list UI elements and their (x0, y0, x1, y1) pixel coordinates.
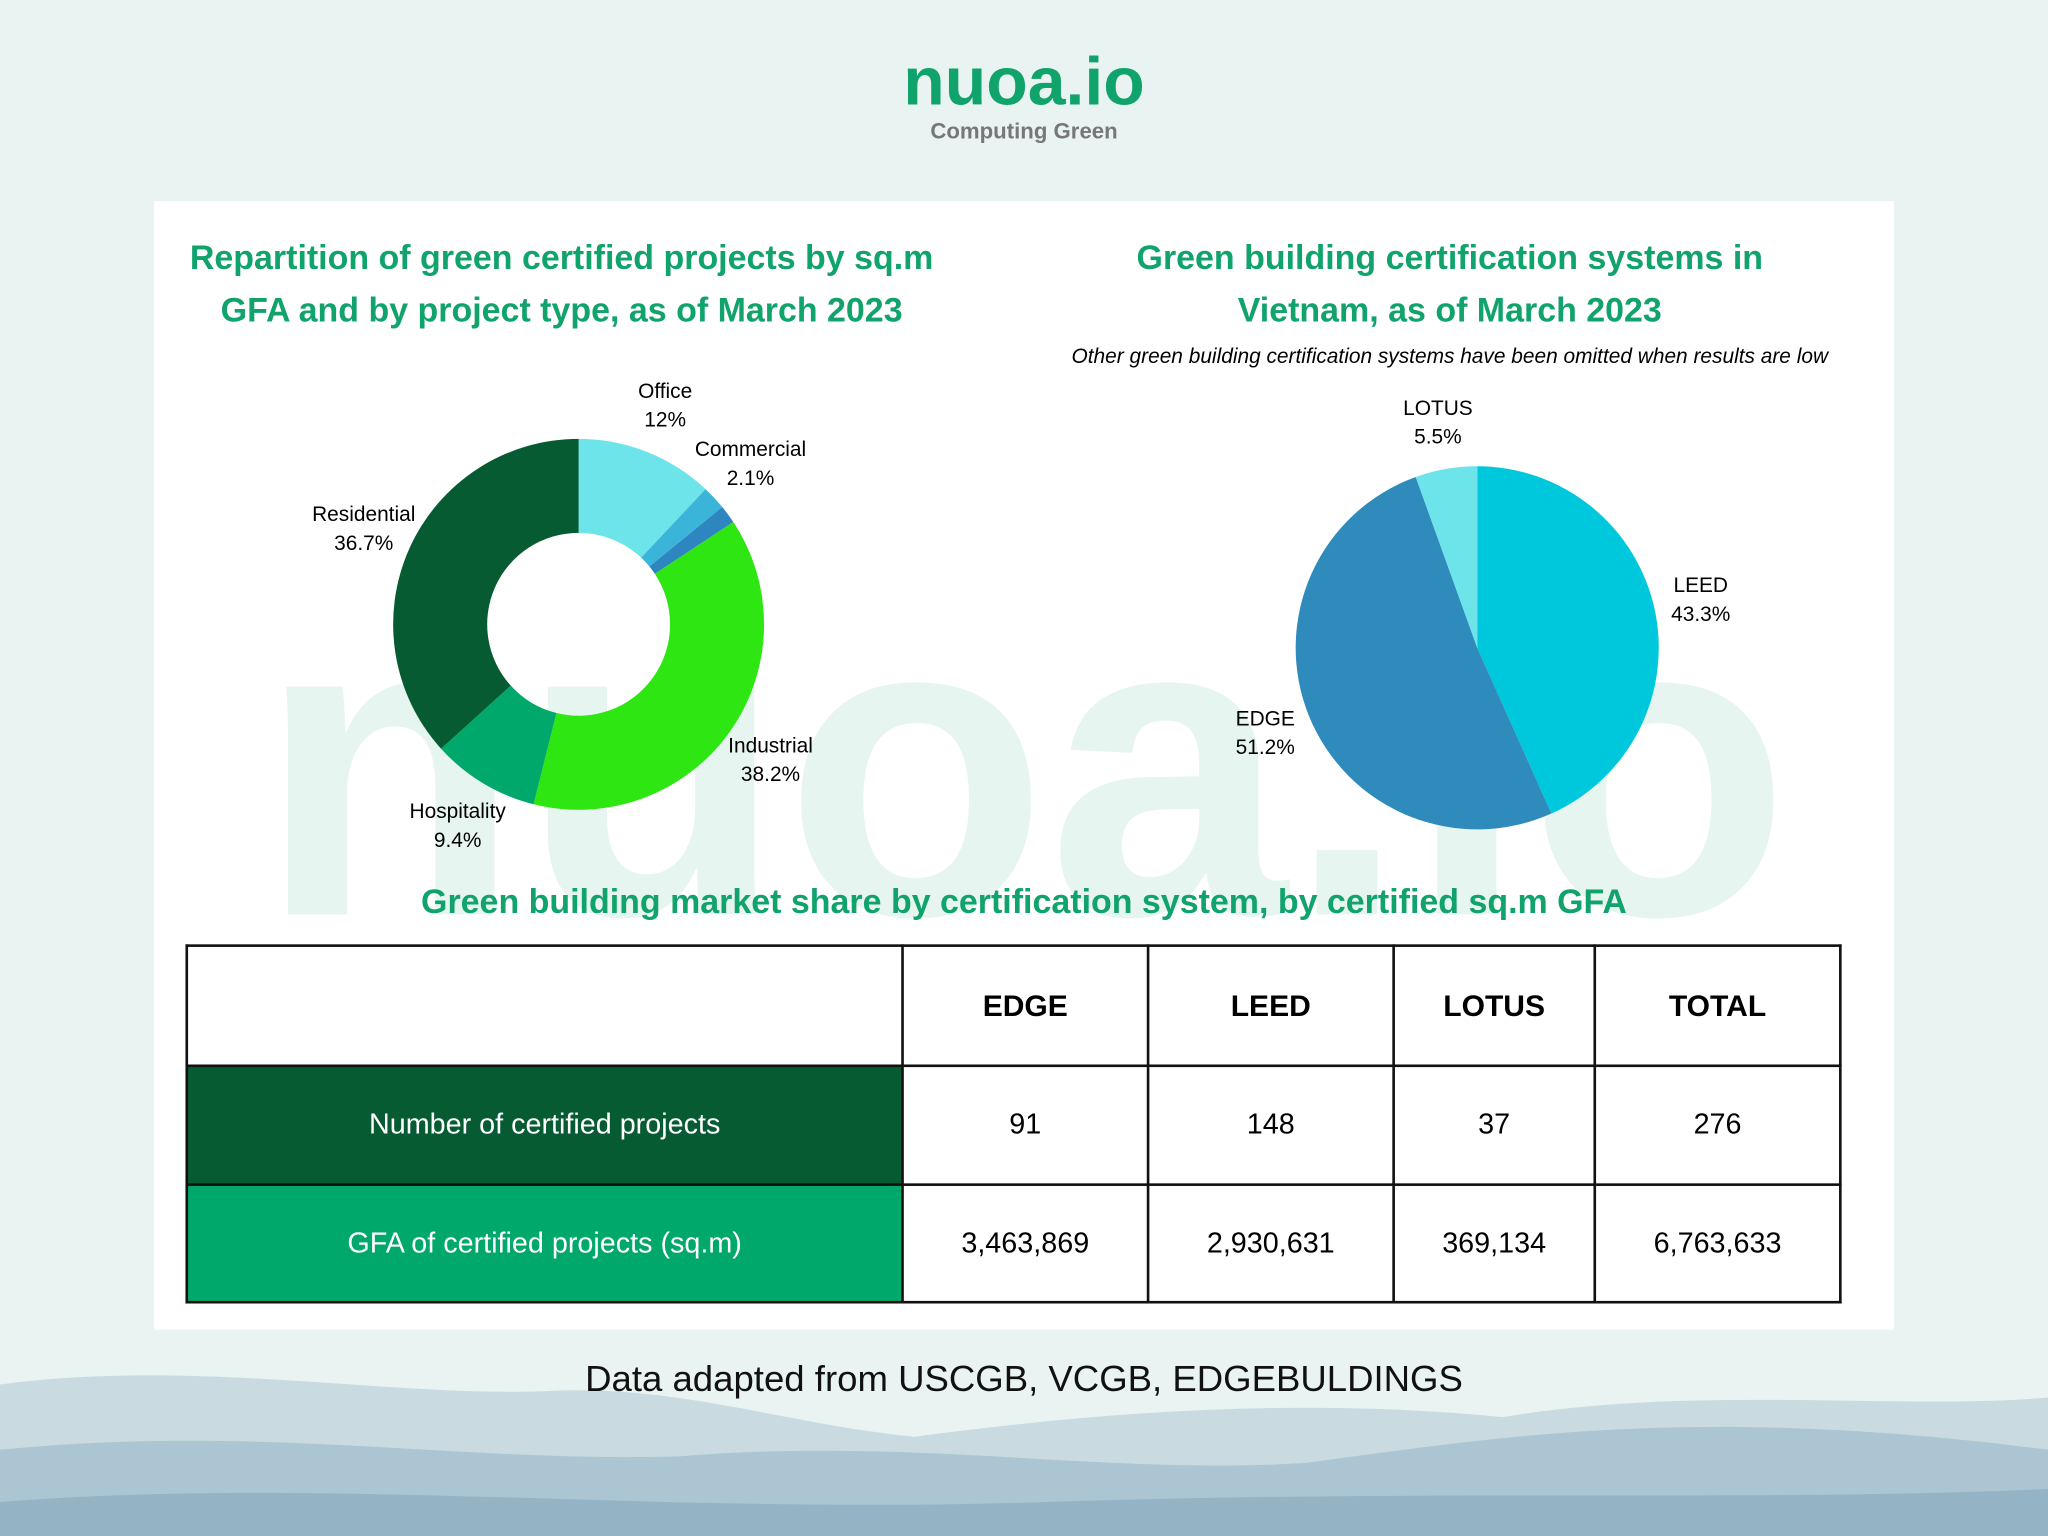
slice (393, 438, 579, 749)
slice-value: 5.5% (1414, 426, 1462, 449)
slice-value: 38.2% (741, 763, 800, 786)
chart-title: Repartition of green certified projects … (189, 237, 934, 330)
mountain (0, 1488, 2048, 1536)
cell: 148 (1146, 1064, 1395, 1186)
cell: 3,463,869 (901, 1182, 1150, 1304)
corner-cell (185, 944, 904, 1068)
chart-title: Green building certification systems in … (1136, 237, 1764, 330)
slice-label: LOTUS (1403, 397, 1473, 420)
slice-label: Office (638, 380, 692, 403)
slice (641, 489, 723, 567)
slice-value: 9.4% (434, 829, 482, 852)
slice (533, 522, 765, 810)
slice-value: 36.7% (334, 532, 393, 555)
logo: nuoa.io (903, 44, 1144, 119)
column-header: TOTAL (1593, 944, 1842, 1068)
footer: Data adapted from USCGB, VCGB, EDGEBULDI… (585, 1358, 1463, 1399)
slice-label: Commercial (695, 438, 806, 461)
slice-label: Industrial (728, 734, 813, 757)
row-label: GFA of certified projects (sq.m) (185, 1182, 904, 1304)
table-row: GFA of certified projects (sq.m) 3,463,8… (185, 1182, 1842, 1304)
cell: 276 (1593, 1064, 1842, 1186)
slice (1295, 477, 1552, 830)
tagline: Computing Green (930, 118, 1117, 143)
slice-label: EDGE (1236, 707, 1295, 730)
column-header: LOTUS (1392, 944, 1597, 1068)
table-header: EDGE LEED LOTUS TOTAL (185, 944, 1842, 1068)
slice-value: 12% (644, 409, 686, 432)
cell: 91 (901, 1064, 1150, 1186)
slice-label: LEED (1673, 574, 1728, 597)
cell: 37 (1392, 1064, 1597, 1186)
table-row: Number of certified projects 91 148 37 2… (185, 1064, 1842, 1186)
slice-label: Hospitality (410, 800, 507, 823)
cell: 6,763,633 (1593, 1182, 1842, 1304)
table: EDGE LEED LOTUS TOTAL Number of certifie… (185, 944, 1842, 1304)
slice (649, 507, 734, 574)
slice-label: Residential (312, 503, 415, 526)
slice (1415, 466, 1478, 648)
slice (578, 438, 706, 558)
slice-value: 2.1% (727, 467, 775, 490)
column-header: EDGE (901, 944, 1150, 1068)
subtitle: Other green building certification syste… (1072, 345, 1830, 368)
slice (441, 685, 557, 805)
slice-value: 51.2% (1236, 736, 1295, 759)
column-header: LEED (1146, 944, 1395, 1068)
table-title: Green building market share by certifica… (421, 881, 1627, 921)
cell: 369,134 (1392, 1182, 1597, 1304)
slice (1477, 466, 1659, 814)
slice-value: 43.3% (1671, 603, 1730, 626)
row-label: Number of certified projects (185, 1064, 904, 1186)
cell: 2,930,631 (1146, 1182, 1395, 1304)
